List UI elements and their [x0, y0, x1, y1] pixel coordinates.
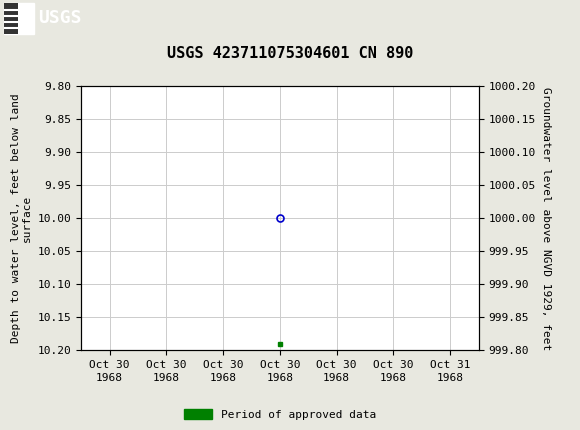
Y-axis label: Depth to water level, feet below land
surface: Depth to water level, feet below land su… [10, 93, 32, 343]
Legend: Period of approved data: Period of approved data [179, 405, 380, 424]
Bar [4, 3, 34, 34]
Text: USGS 423711075304601 CN 890: USGS 423711075304601 CN 890 [167, 46, 413, 61]
Text: USGS: USGS [38, 9, 82, 27]
Bar [4, 3, 18, 34]
Y-axis label: Groundwater level above NGVD 1929, feet: Groundwater level above NGVD 1929, feet [541, 86, 551, 350]
